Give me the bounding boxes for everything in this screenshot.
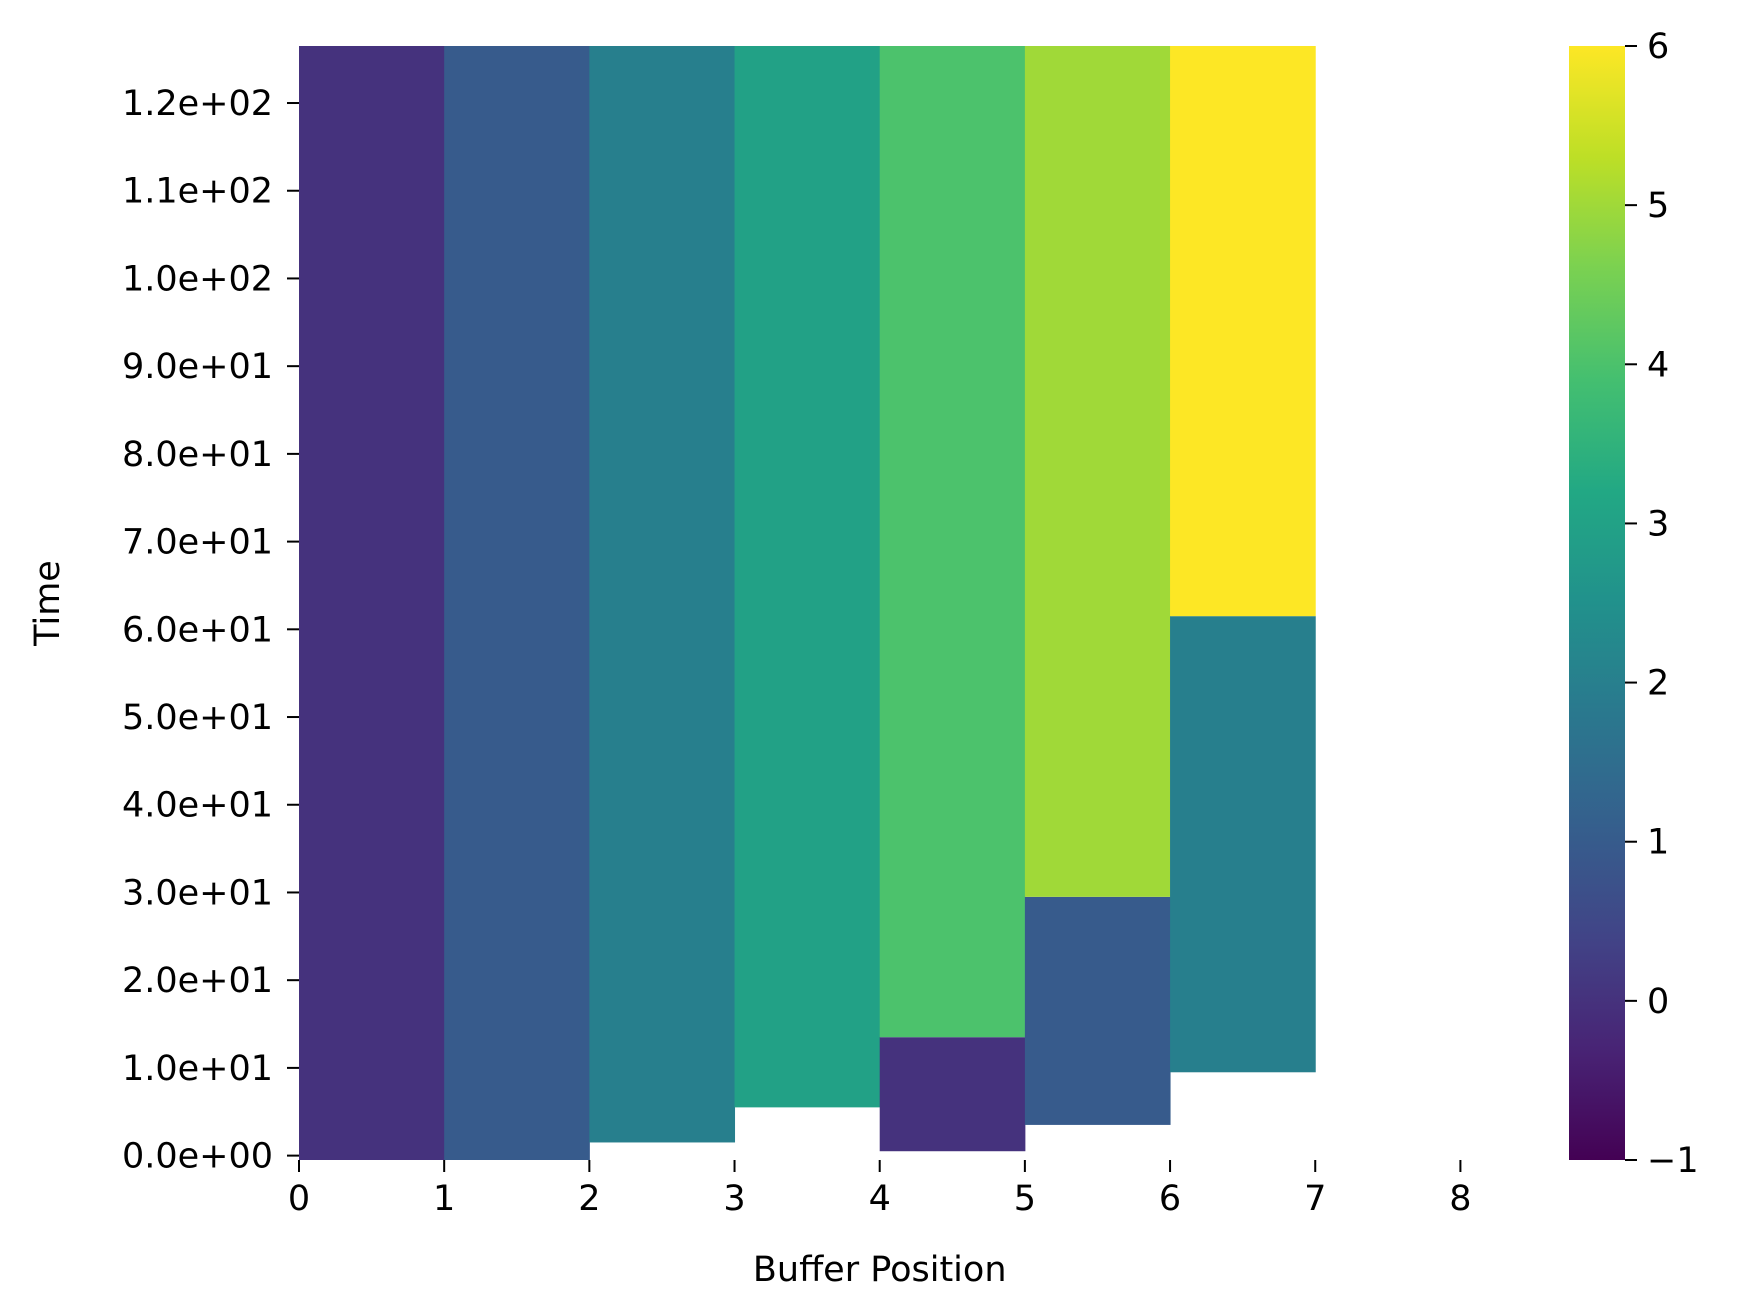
heatmap-cell — [879, 1037, 1026, 1152]
colorbar-tick-label: 4 — [1647, 345, 1669, 385]
heatmap-cell — [589, 46, 736, 1143]
y-axis: 0.0e+00 1.0e+01 2.0e+01 3.0e+01 4.0e+01 5.0e+… — [122, 84, 299, 1177]
colorbar-tick-label: 0 — [1647, 982, 1669, 1022]
x-tick-label: 3 — [723, 1179, 745, 1219]
y-tick-label: 1.0e+01 — [122, 1049, 273, 1089]
colorbar-tick-label: 3 — [1647, 504, 1669, 544]
x-tick-label: 2 — [578, 1179, 600, 1219]
colorbar-tick-label: 6 — [1647, 27, 1669, 67]
y-tick-label: 1.1e+02 — [122, 172, 273, 212]
heatmap-cell — [879, 46, 1026, 1038]
colorbar-tick-label: 5 — [1647, 186, 1669, 226]
heatmap-cell — [1024, 896, 1171, 1125]
heatmap-cell — [1170, 616, 1316, 1073]
heatmap-cell — [299, 46, 445, 1160]
x-tick-label: 5 — [1014, 1179, 1036, 1219]
heatmap-cell — [1170, 46, 1316, 617]
colorbar-tick-label: 1 — [1647, 823, 1669, 863]
x-tick-label: 8 — [1449, 1179, 1471, 1219]
colorbar-tick-label: 2 — [1647, 664, 1669, 704]
y-tick-label: 4.0e+01 — [122, 786, 273, 826]
y-tick-label: 3.0e+01 — [122, 873, 273, 913]
x-tick-label: 6 — [1159, 1179, 1181, 1219]
x-tick-label: 7 — [1304, 1179, 1326, 1219]
y-tick-label: 6.0e+01 — [122, 610, 273, 650]
x-tick-label: 1 — [433, 1179, 455, 1219]
y-tick-label: 9.0e+01 — [122, 347, 273, 387]
colorbar-gradient — [1569, 46, 1625, 1160]
heatmap-cell — [444, 46, 590, 1160]
heatmap-cells — [299, 46, 1316, 1160]
y-axis-label: Time — [28, 560, 68, 647]
x-axis-label: Buffer Position — [753, 1250, 1007, 1290]
heatmap-cell — [1024, 46, 1171, 897]
y-tick-label: 1.0e+02 — [122, 259, 273, 299]
colorbar-tick-label: −1 — [1647, 1141, 1699, 1181]
colorbar: −1 0 1 2 3 4 5 6 — [1569, 27, 1699, 1181]
x-axis: 0 1 2 3 4 5 6 7 8 — [288, 1160, 1472, 1219]
y-tick-label: 2.0e+01 — [122, 961, 273, 1001]
y-tick-label: 5.0e+01 — [122, 698, 273, 738]
y-tick-label: 0.0e+00 — [122, 1137, 273, 1177]
y-tick-label: 8.0e+01 — [122, 435, 273, 475]
x-tick-label: 4 — [869, 1179, 891, 1219]
x-tick-label: 0 — [288, 1179, 310, 1219]
y-tick-label: 7.0e+01 — [122, 523, 273, 563]
y-tick-label: 1.2e+02 — [122, 84, 273, 124]
heatmap-cell — [734, 46, 881, 1108]
